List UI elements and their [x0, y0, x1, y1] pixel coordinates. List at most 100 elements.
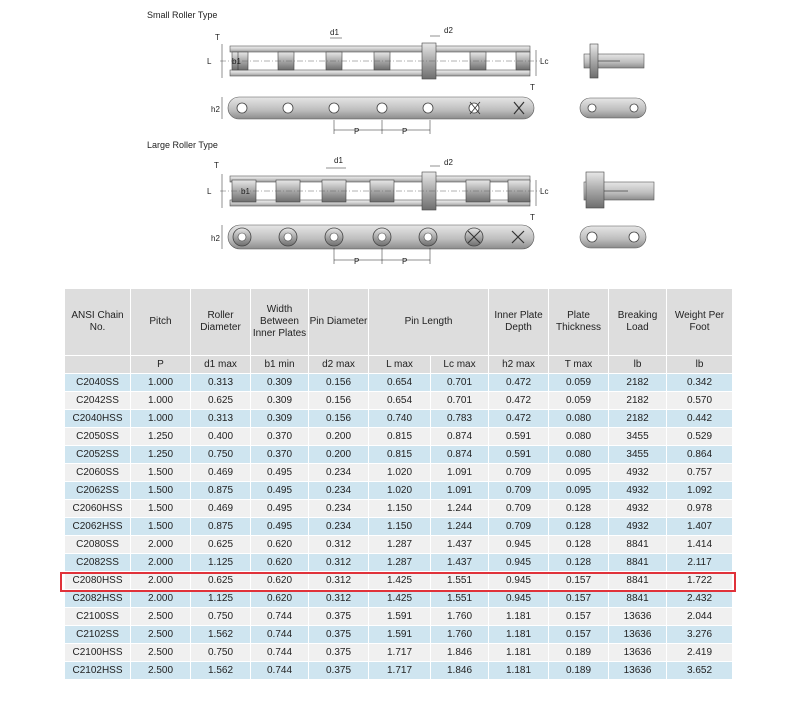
table-cell: 0.469: [190, 499, 251, 518]
table-cell: 1.717: [368, 661, 431, 680]
table-cell: 1.551: [429, 589, 490, 608]
small-top-view: d1 d2 T L b1 Lc T: [207, 26, 548, 92]
table-cell: 0.080: [548, 409, 610, 428]
table-cell: 1.287: [368, 535, 431, 554]
table-cell: 0.313: [190, 373, 251, 392]
spec-table-body: C2040SS 1.000 0.313 0.309 0.156 0.654 0.701 0.4…: [64, 373, 734, 680]
table-cell: C2050SS: [64, 427, 131, 446]
table-cell: C2080SS: [64, 535, 131, 554]
table-cell: 0.495: [250, 481, 309, 500]
subheader-cell: L max: [368, 355, 431, 374]
table-cell: 0.620: [250, 589, 309, 608]
table-cell: 0.189: [548, 661, 610, 680]
table-cell: 0.200: [308, 427, 369, 446]
table-cell: 0.469: [190, 463, 251, 482]
table-cell: 0.309: [250, 409, 309, 428]
table-cell: 0.400: [190, 427, 251, 446]
table-row: C2040SS 1.000 0.313 0.309 0.156 0.654 0.701 0.4…: [64, 373, 734, 392]
svg-text:d2: d2: [444, 26, 453, 35]
table-cell: 13636: [608, 661, 668, 680]
table-cell: 0.750: [190, 607, 251, 626]
table-cell: 0.945: [488, 535, 550, 554]
table-cell: 0.157: [548, 625, 610, 644]
table-cell: 3455: [608, 427, 668, 446]
table-cell: 1.091: [429, 481, 490, 500]
table-row: C2062HSS 1.500 0.875 0.495 0.234 1.150 1.244 0.…: [64, 517, 734, 536]
table-cell: 1.150: [368, 517, 431, 536]
table-cell: C2052SS: [64, 445, 131, 464]
table-cell: 0.874: [429, 427, 490, 446]
table-cell: 1.425: [368, 589, 431, 608]
svg-text:Lc: Lc: [540, 57, 548, 66]
table-cell: 0.313: [190, 409, 251, 428]
table-cell: 0.234: [308, 463, 369, 482]
table-cell: 0.375: [308, 625, 369, 644]
svg-text:T: T: [215, 33, 220, 42]
table-cell: 4932: [608, 499, 668, 518]
table-cell: 1.437: [429, 553, 490, 572]
table-cell: 2.117: [666, 553, 734, 572]
table-cell: C2102SS: [64, 625, 131, 644]
table-cell: 2182: [608, 409, 668, 428]
header-pin-length: Pin Length: [367, 288, 490, 356]
table-cell: 0.591: [488, 445, 550, 464]
table-row: C2050SS 1.250 0.400 0.370 0.200 0.815 0.874 0.5…: [64, 427, 734, 446]
table-cell: 0.080: [548, 427, 610, 446]
header-breaking-load: Breaking Load: [608, 288, 668, 356]
large-end-views: [579, 171, 655, 249]
table-cell: 1.181: [488, 643, 550, 662]
table-cell: C2060SS: [64, 463, 131, 482]
svg-text:T: T: [530, 213, 535, 222]
table-cell: 1.181: [488, 607, 550, 626]
table-row: C2062SS 1.500 0.875 0.495 0.234 1.020 1.091 0.7…: [64, 481, 734, 500]
table-cell: 0.701: [429, 373, 490, 392]
table-cell: 0.157: [548, 589, 610, 608]
table-cell: 0.157: [548, 607, 610, 626]
table-cell: 0.744: [250, 607, 309, 626]
table-cell: C2100SS: [64, 607, 131, 626]
table-cell: 0.654: [368, 391, 431, 410]
table-cell: 0.701: [429, 391, 490, 410]
large-roller-title: Large Roller Type: [147, 140, 218, 150]
table-cell: 0.128: [548, 499, 610, 518]
table-cell: C2040HSS: [64, 409, 131, 428]
table-cell: 1.846: [429, 661, 490, 680]
table-cell: 1.020: [368, 481, 431, 500]
table-row: C2040HSS 1.000 0.313 0.309 0.156 0.740 0.783 0.…: [64, 409, 734, 428]
table-cell: 1.437: [429, 535, 490, 554]
table-cell: 1.500: [130, 517, 191, 536]
table-cell: 0.375: [308, 643, 369, 662]
table-cell: 0.625: [190, 391, 251, 410]
table-cell: 0.750: [190, 643, 251, 662]
table-cell: 0.945: [488, 571, 550, 590]
table-cell: 0.234: [308, 499, 369, 518]
table-cell: 0.709: [488, 499, 550, 518]
table-cell: 0.156: [308, 391, 369, 410]
table-cell: 0.783: [429, 409, 490, 428]
header-pitch: Pitch: [130, 288, 191, 356]
table-cell: 0.740: [368, 409, 431, 428]
svg-text:T: T: [530, 83, 535, 92]
subheader-cell: lb: [608, 355, 668, 374]
table-row: C2060SS 1.500 0.469 0.495 0.234 1.020 1.091 0.7…: [64, 463, 734, 482]
table-row: C2052SS 1.250 0.750 0.370 0.200 0.815 0.874 0.5…: [64, 445, 734, 464]
table-cell: C2100HSS: [64, 643, 131, 662]
table-cell: 0.495: [250, 463, 309, 482]
table-cell: 1.717: [368, 643, 431, 662]
table-cell: 1.181: [488, 625, 550, 644]
table-cell: 3.652: [666, 661, 734, 680]
table-cell: 0.472: [488, 409, 550, 428]
table-cell: 0.472: [488, 391, 550, 410]
table-row: C2102SS 2.500 1.562 0.744 0.375 1.591 1.760 1.1…: [64, 625, 734, 644]
table-cell: 1.125: [190, 553, 251, 572]
table-cell: 1.414: [666, 535, 734, 554]
subheader-cell: h2 max: [488, 355, 550, 374]
table-row: C2082SS 2.000 1.125 0.620 0.312 1.287 1.437 0.9…: [64, 553, 734, 572]
table-cell: 0.750: [190, 445, 251, 464]
table-cell: 1.020: [368, 463, 431, 482]
table-cell: 0.874: [429, 445, 490, 464]
table-cell: 0.620: [250, 571, 309, 590]
table-cell: 8841: [608, 535, 668, 554]
table-cell: C2062SS: [64, 481, 131, 500]
table-cell: C2062HSS: [64, 517, 131, 536]
